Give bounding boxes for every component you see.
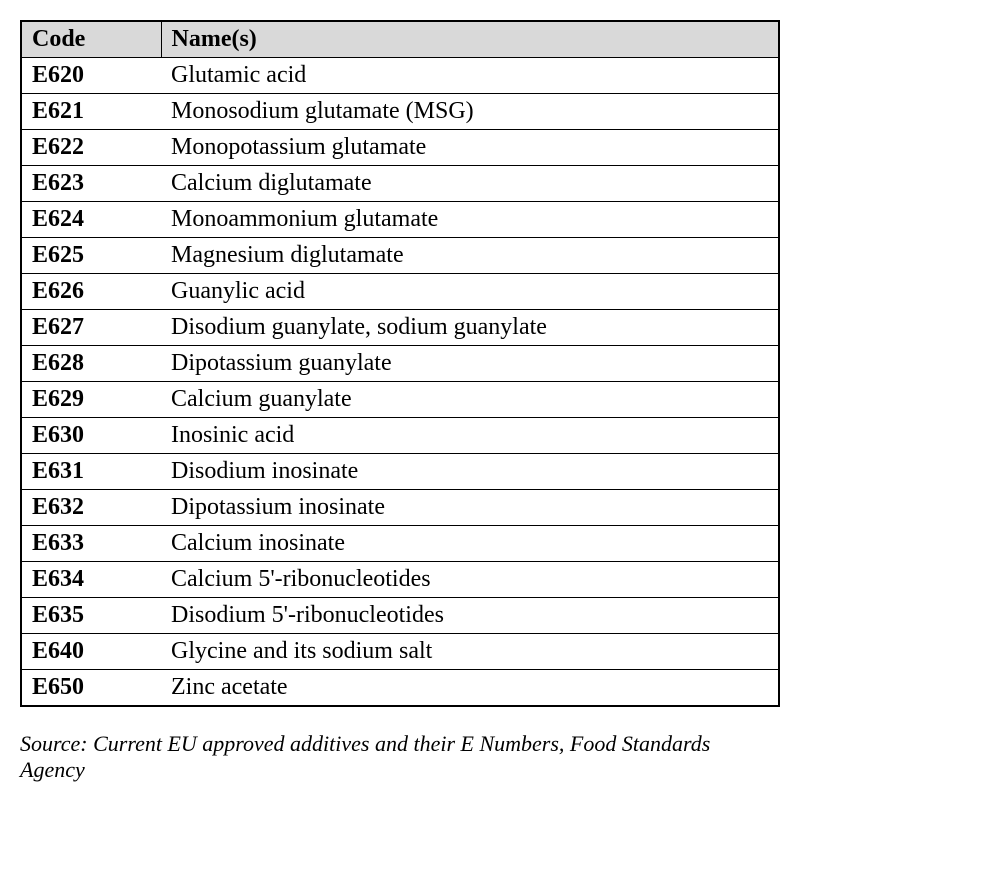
cell-name: Inosinic acid bbox=[161, 418, 779, 454]
cell-code: E630 bbox=[21, 418, 161, 454]
cell-name: Guanylic acid bbox=[161, 274, 779, 310]
cell-code: E628 bbox=[21, 346, 161, 382]
cell-name: Disodium inosinate bbox=[161, 454, 779, 490]
cell-name: Calcium inosinate bbox=[161, 526, 779, 562]
table-row: E628Dipotassium guanylate bbox=[21, 346, 779, 382]
table-row: E640Glycine and its sodium salt bbox=[21, 634, 779, 670]
table-row: E620Glutamic acid bbox=[21, 58, 779, 94]
cell-name: Disodium guanylate, sodium guanylate bbox=[161, 310, 779, 346]
table-row: E633Calcium inosinate bbox=[21, 526, 779, 562]
cell-name: Glycine and its sodium salt bbox=[161, 634, 779, 670]
cell-code: E624 bbox=[21, 202, 161, 238]
table-header-row: Code Name(s) bbox=[21, 21, 779, 58]
cell-code: E620 bbox=[21, 58, 161, 94]
table-row: E621Monosodium glutamate (MSG) bbox=[21, 94, 779, 130]
table-row: E629Calcium guanylate bbox=[21, 382, 779, 418]
cell-name: Magnesium diglutamate bbox=[161, 238, 779, 274]
cell-code: E629 bbox=[21, 382, 161, 418]
cell-name: Monopotassium glutamate bbox=[161, 130, 779, 166]
cell-name: Monosodium glutamate (MSG) bbox=[161, 94, 779, 130]
table-body: E620Glutamic acidE621Monosodium glutamat… bbox=[21, 58, 779, 707]
additives-table: Code Name(s) E620Glutamic acidE621Monoso… bbox=[20, 20, 780, 707]
cell-name: Calcium 5'-ribonucleotides bbox=[161, 562, 779, 598]
cell-name: Glutamic acid bbox=[161, 58, 779, 94]
cell-name: Calcium guanylate bbox=[161, 382, 779, 418]
cell-name: Monoammonium glutamate bbox=[161, 202, 779, 238]
table-row: E631Disodium inosinate bbox=[21, 454, 779, 490]
cell-name: Calcium diglutamate bbox=[161, 166, 779, 202]
table-row: E632Dipotassium inosinate bbox=[21, 490, 779, 526]
table-row: E627Disodium guanylate, sodium guanylate bbox=[21, 310, 779, 346]
header-name: Name(s) bbox=[161, 21, 779, 58]
cell-name: Dipotassium inosinate bbox=[161, 490, 779, 526]
table-row: E650Zinc acetate bbox=[21, 670, 779, 707]
table-row: E634Calcium 5'-ribonucleotides bbox=[21, 562, 779, 598]
cell-code: E650 bbox=[21, 670, 161, 707]
cell-code: E631 bbox=[21, 454, 161, 490]
cell-code: E622 bbox=[21, 130, 161, 166]
cell-name: Disodium 5'-ribonucleotides bbox=[161, 598, 779, 634]
table-row: E630Inosinic acid bbox=[21, 418, 779, 454]
cell-code: E625 bbox=[21, 238, 161, 274]
table-row: E625Magnesium diglutamate bbox=[21, 238, 779, 274]
table-row: E624Monoammonium glutamate bbox=[21, 202, 779, 238]
cell-code: E640 bbox=[21, 634, 161, 670]
table-row: E635Disodium 5'-ribonucleotides bbox=[21, 598, 779, 634]
cell-name: Dipotassium guanylate bbox=[161, 346, 779, 382]
source-note: Source: Current EU approved additives an… bbox=[20, 731, 780, 783]
cell-code: E626 bbox=[21, 274, 161, 310]
cell-code: E627 bbox=[21, 310, 161, 346]
cell-code: E623 bbox=[21, 166, 161, 202]
cell-code: E634 bbox=[21, 562, 161, 598]
header-code: Code bbox=[21, 21, 161, 58]
cell-code: E635 bbox=[21, 598, 161, 634]
cell-name: Zinc acetate bbox=[161, 670, 779, 707]
table-row: E626Guanylic acid bbox=[21, 274, 779, 310]
cell-code: E632 bbox=[21, 490, 161, 526]
table-row: E622Monopotassium glutamate bbox=[21, 130, 779, 166]
table-row: E623Calcium diglutamate bbox=[21, 166, 779, 202]
additives-table-container: Code Name(s) E620Glutamic acidE621Monoso… bbox=[20, 20, 780, 783]
cell-code: E633 bbox=[21, 526, 161, 562]
cell-code: E621 bbox=[21, 94, 161, 130]
